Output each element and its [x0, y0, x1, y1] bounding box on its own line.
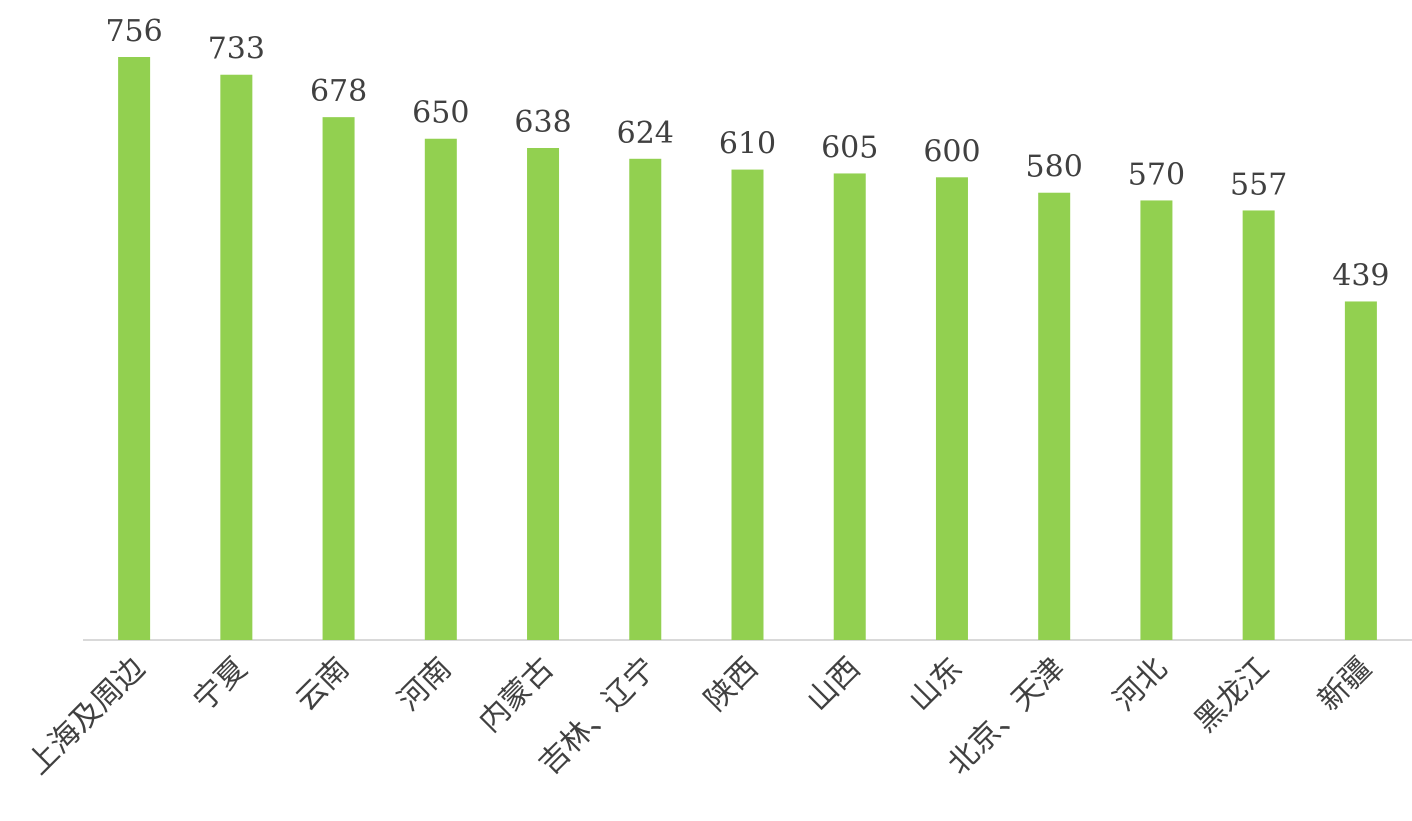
- data-label: 733: [208, 32, 265, 67]
- data-label: 580: [1026, 150, 1083, 185]
- bar: [118, 57, 151, 640]
- x-tick-label: 云南: [289, 651, 356, 718]
- data-label: 439: [1332, 258, 1389, 293]
- x-tick-label: 内蒙古: [472, 651, 560, 739]
- data-label: 605: [821, 130, 878, 165]
- bar: [1242, 210, 1275, 640]
- x-tick-label: 宁夏: [187, 651, 254, 718]
- data-label: 570: [1128, 157, 1185, 192]
- x-tick-label: 上海及周边: [21, 651, 152, 782]
- data-label: 756: [105, 14, 162, 49]
- bar: [322, 117, 355, 640]
- data-label: 624: [617, 116, 674, 151]
- x-tick-label: 山东: [902, 651, 969, 718]
- bar: [935, 177, 968, 641]
- x-tick-label: 新疆: [1311, 651, 1378, 718]
- bar: [731, 169, 764, 640]
- bar: [629, 158, 662, 641]
- data-label: 610: [719, 127, 776, 162]
- x-tick-label: 黑龙江: [1188, 651, 1276, 739]
- data-label: 600: [923, 134, 980, 169]
- data-label: 678: [310, 74, 367, 109]
- x-tick-label: 陕西: [698, 651, 765, 718]
- bar: [424, 138, 457, 640]
- bar: [1038, 192, 1071, 641]
- bar: [1140, 200, 1173, 640]
- x-tick-label: 河南: [391, 651, 458, 718]
- data-label: 638: [514, 105, 571, 140]
- bar: [220, 74, 253, 641]
- data-label: 650: [412, 96, 469, 131]
- x-tick-label: 河北: [1107, 651, 1174, 718]
- data-label: 557: [1230, 167, 1287, 202]
- bar: [1344, 301, 1377, 640]
- bar: [527, 147, 560, 640]
- bar: [833, 173, 866, 640]
- x-tick-label: 山西: [800, 651, 867, 718]
